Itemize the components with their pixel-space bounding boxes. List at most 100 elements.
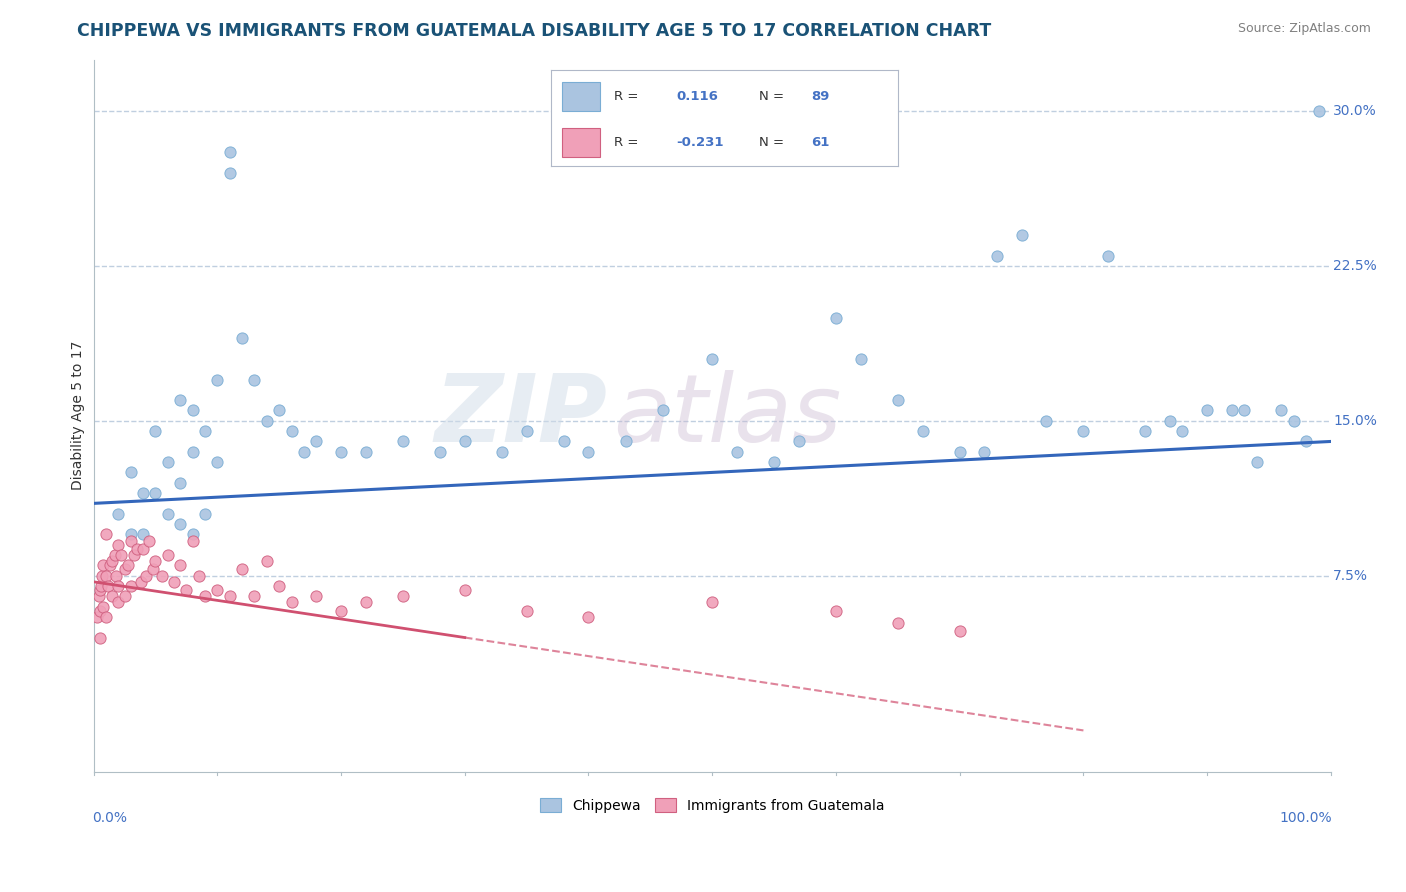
Point xyxy=(94,568,117,582)
Point xyxy=(181,533,204,548)
Point xyxy=(117,558,139,573)
Point xyxy=(150,568,173,582)
Text: 30.0%: 30.0% xyxy=(1333,104,1376,119)
Point xyxy=(87,589,110,603)
Point xyxy=(94,527,117,541)
Point xyxy=(1246,455,1268,469)
Point xyxy=(156,455,179,469)
Point xyxy=(1282,414,1305,428)
Point xyxy=(120,466,142,480)
Point xyxy=(292,444,315,458)
Point xyxy=(218,589,240,603)
Point xyxy=(825,310,848,325)
Point xyxy=(138,533,160,548)
Point xyxy=(392,434,415,449)
Point xyxy=(887,616,910,631)
Point xyxy=(194,507,217,521)
Point xyxy=(725,444,748,458)
Text: CHIPPEWA VS IMMIGRANTS FROM GUATEMALA DISABILITY AGE 5 TO 17 CORRELATION CHART: CHIPPEWA VS IMMIGRANTS FROM GUATEMALA DI… xyxy=(77,22,991,40)
Point xyxy=(516,604,538,618)
Point xyxy=(169,558,191,573)
Point xyxy=(124,548,146,562)
Point xyxy=(973,444,995,458)
Point xyxy=(231,331,253,345)
Point xyxy=(231,562,253,576)
Point xyxy=(86,610,108,624)
Point xyxy=(89,583,111,598)
Point xyxy=(305,434,328,449)
Text: 7.5%: 7.5% xyxy=(1333,568,1368,582)
Point xyxy=(280,424,302,438)
Point xyxy=(949,444,972,458)
Point xyxy=(145,424,167,438)
Point xyxy=(107,595,129,609)
Point xyxy=(256,414,278,428)
Point xyxy=(354,595,377,609)
Point xyxy=(107,538,129,552)
Point xyxy=(101,554,124,568)
Text: 100.0%: 100.0% xyxy=(1279,811,1331,825)
Point xyxy=(1270,403,1292,417)
Point xyxy=(269,579,291,593)
Point xyxy=(93,558,115,573)
Point xyxy=(1308,104,1330,119)
Point xyxy=(132,527,155,541)
Text: 22.5%: 22.5% xyxy=(1333,259,1376,273)
Point xyxy=(176,583,198,598)
Point xyxy=(114,589,136,603)
Point xyxy=(169,516,191,531)
Point xyxy=(763,455,786,469)
Point xyxy=(132,541,155,556)
Point xyxy=(120,579,142,593)
Point xyxy=(89,604,111,618)
Point xyxy=(194,424,217,438)
Point xyxy=(825,604,848,618)
Point xyxy=(97,579,120,593)
Point xyxy=(256,554,278,568)
Point xyxy=(243,589,266,603)
Text: 15.0%: 15.0% xyxy=(1333,414,1378,428)
Point xyxy=(129,574,152,589)
Point xyxy=(169,393,191,408)
Point xyxy=(145,554,167,568)
Point xyxy=(1073,424,1095,438)
Point xyxy=(90,579,112,593)
Point xyxy=(156,548,179,562)
Point xyxy=(702,351,724,366)
Point xyxy=(1171,424,1194,438)
Point xyxy=(110,548,132,562)
Point xyxy=(330,604,353,618)
Point xyxy=(120,533,142,548)
Point xyxy=(1011,228,1033,243)
Point xyxy=(207,372,229,386)
Point xyxy=(107,579,129,593)
Point xyxy=(169,475,191,490)
Point xyxy=(218,166,240,180)
Point xyxy=(702,595,724,609)
Point xyxy=(181,444,204,458)
Point xyxy=(132,486,155,500)
Point xyxy=(163,574,186,589)
Point xyxy=(107,507,129,521)
Text: 0.0%: 0.0% xyxy=(93,811,128,825)
Point xyxy=(454,434,477,449)
Point xyxy=(181,527,204,541)
Point xyxy=(207,583,229,598)
Point xyxy=(454,583,477,598)
Point xyxy=(104,568,127,582)
Text: ZIP: ZIP xyxy=(434,369,607,462)
Point xyxy=(553,434,575,449)
Point xyxy=(104,548,127,562)
Point xyxy=(1135,424,1157,438)
Point xyxy=(330,444,353,458)
Point xyxy=(181,403,204,417)
Legend: Chippewa, Immigrants from Guatemala: Chippewa, Immigrants from Guatemala xyxy=(534,792,890,818)
Point xyxy=(91,568,114,582)
Text: atlas: atlas xyxy=(613,370,842,461)
Point xyxy=(429,444,451,458)
Point xyxy=(156,507,179,521)
Point xyxy=(114,562,136,576)
Point xyxy=(243,372,266,386)
Point xyxy=(207,455,229,469)
Point xyxy=(1035,414,1057,428)
